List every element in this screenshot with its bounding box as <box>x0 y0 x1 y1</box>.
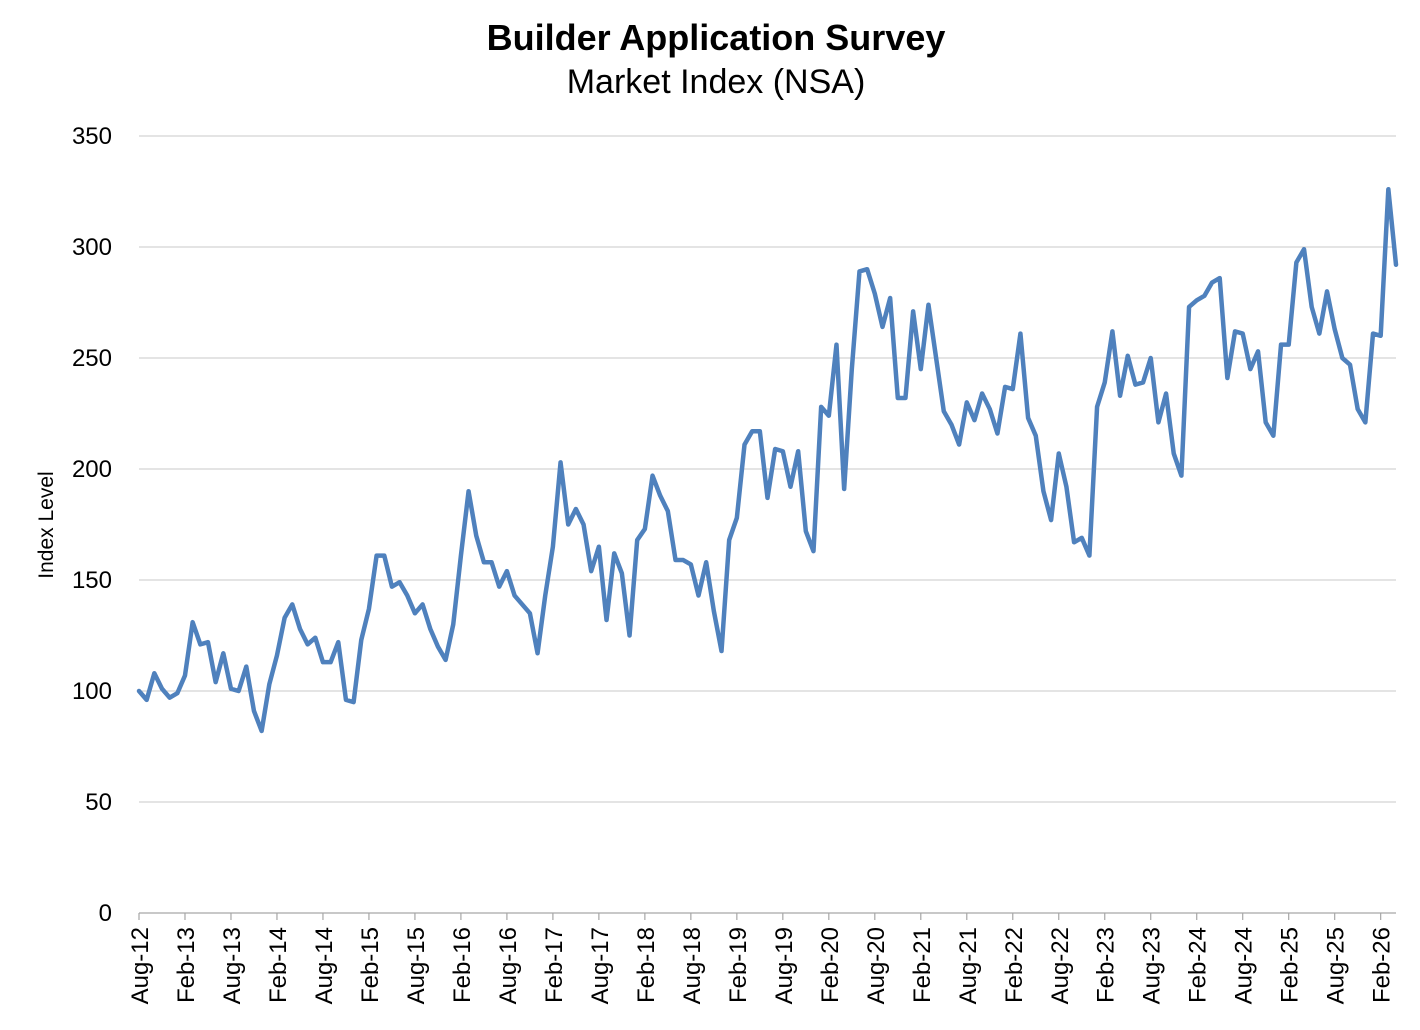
series-line <box>136 187 1399 734</box>
y-axis-label: Index Level <box>35 471 58 578</box>
x-tick-label: Aug-23 <box>1139 927 1166 1004</box>
y-axis-ticks: 0 50 100 150 200 250 300 350 <box>72 123 112 927</box>
y-tick-label: 150 <box>72 567 112 594</box>
x-tick-label: Aug-17 <box>587 927 614 1004</box>
x-tick-label: Feb-16 <box>449 927 476 1003</box>
x-tick-label: Aug-24 <box>1231 927 1258 1004</box>
x-tick-label: Aug-15 <box>403 927 430 1004</box>
x-tick-label: Aug-25 <box>1323 927 1350 1004</box>
x-tick-label: Feb-15 <box>357 927 384 1003</box>
x-axis-ticks: Aug-12 Feb-13 Aug-13 Feb-14 Aug-14 Feb-15 Aug-… <box>127 913 1396 1004</box>
y-tick-label: 0 <box>99 900 112 927</box>
x-tick-label: Feb-23 <box>1093 927 1120 1003</box>
y-tick-label: 100 <box>72 678 112 705</box>
x-tick-label: Aug-19 <box>771 927 798 1004</box>
x-tick-label: Feb-19 <box>725 927 752 1003</box>
x-tick-label: Aug-20 <box>863 927 890 1004</box>
y-tick-label: 300 <box>72 234 112 261</box>
x-tick-label: Feb-18 <box>633 927 660 1003</box>
x-tick-label: Feb-17 <box>541 927 568 1003</box>
x-tick-label: Aug-13 <box>219 927 246 1004</box>
x-tick-label: Aug-16 <box>495 927 522 1004</box>
y-tick-label: 200 <box>72 456 112 483</box>
x-tick-label: Feb-22 <box>1001 927 1028 1003</box>
y-tick-label: 50 <box>85 789 112 816</box>
x-tick-label: Feb-24 <box>1185 927 1212 1003</box>
x-tick-label: Aug-18 <box>679 927 706 1004</box>
x-tick-label: Aug-12 <box>127 927 154 1004</box>
chart-subtitle: Market Index (NSA) <box>567 63 866 101</box>
chart-title: Builder Application Survey <box>487 17 946 58</box>
x-tick-label: Aug-22 <box>1047 927 1074 1004</box>
x-tick-label: Feb-21 <box>909 927 936 1003</box>
x-tick-label: Feb-14 <box>265 927 292 1003</box>
x-tick-label: Feb-20 <box>817 927 844 1003</box>
y-tick-label: 350 <box>72 123 112 150</box>
x-tick-label: Aug-21 <box>955 927 982 1004</box>
x-tick-label: Feb-13 <box>173 927 200 1003</box>
gridlines <box>139 135 1396 803</box>
x-tick-label: Feb-26 <box>1369 927 1396 1003</box>
y-tick-label: 250 <box>72 345 112 372</box>
x-tick-label: Feb-25 <box>1277 927 1304 1003</box>
x-tick-label: Aug-14 <box>311 927 338 1004</box>
